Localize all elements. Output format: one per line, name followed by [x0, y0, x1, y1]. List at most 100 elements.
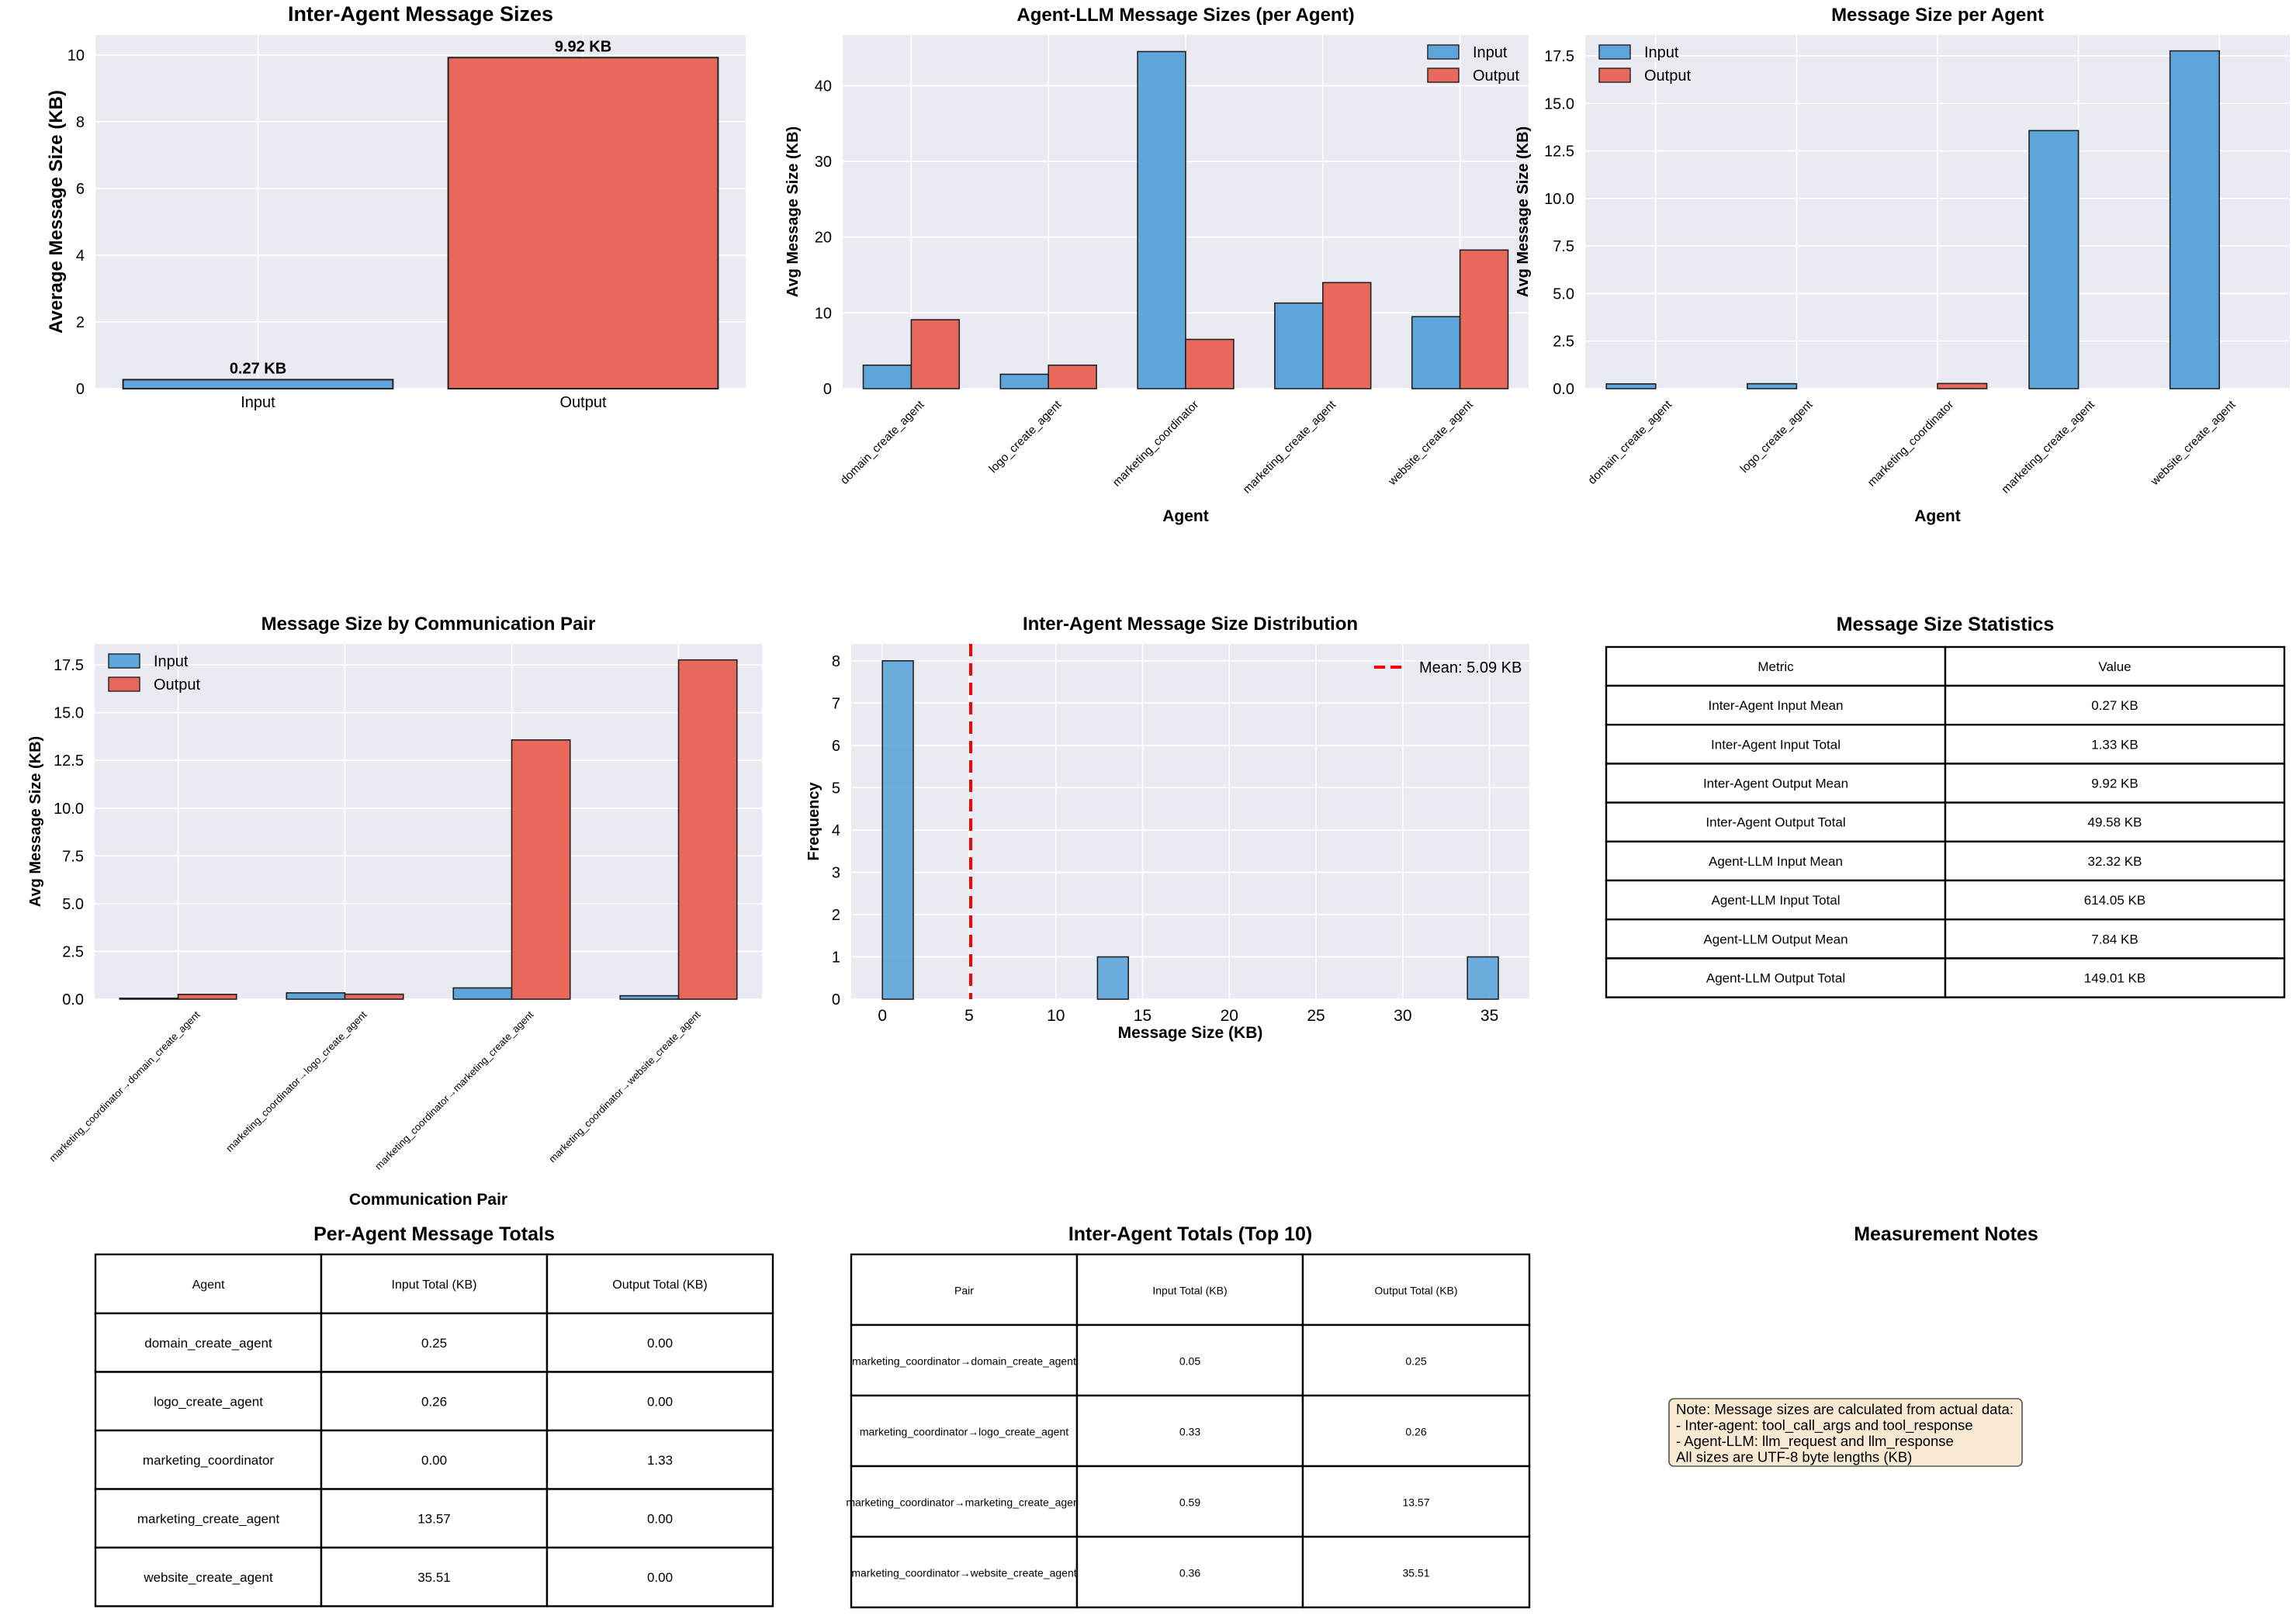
agent-totals-table: Per-Agent Message Totals Agent Input Total… [94, 1223, 774, 1607]
c5-ytick-label: 1 [832, 949, 840, 966]
c5-ytick-label: 0 [832, 991, 840, 1008]
c5-hist-bar [1467, 956, 1499, 1000]
stats-table-cell-text: Inter-Agent Input Total [1711, 737, 1841, 752]
agent-totals-table-cell [320, 1312, 549, 1373]
c4-ylabel: Avg Message Size (KB) [27, 736, 44, 907]
stats-table-cell [1944, 957, 2286, 998]
agent-totals-table-cell [320, 1488, 549, 1549]
c5-ytick-label: 6 [832, 738, 840, 755]
c3-legend-swatch-input [1598, 44, 1631, 60]
c5-hist-bar [1096, 956, 1129, 1000]
c4-ytick-label: 7.5 [62, 848, 84, 865]
notes-title: Measurement Notes [1854, 1223, 2038, 1245]
c1-ytick-label: 0 [76, 381, 85, 398]
c4-bar-input [452, 987, 513, 1000]
pair-totals-table-cell [1075, 1323, 1304, 1397]
c3-ytick-label: 17.5 [1544, 48, 1574, 65]
notes-box [1668, 1398, 2023, 1467]
agent-totals-table-cell-text: 0.00 [421, 1453, 447, 1468]
pair-totals-table-cell-text: 13.57 [1402, 1496, 1429, 1509]
c3-ytick-label: 2.5 [1553, 334, 1574, 351]
c1-ytick-label: 2 [76, 314, 85, 331]
c5-xtick-label: 35 [1480, 1007, 1498, 1025]
c4-xtick-label: marketing_coordinator→marketing_create_a… [372, 1008, 536, 1172]
c3-bar-input [2028, 130, 2080, 389]
notes-line: All sizes are UTF-8 byte lengths (KB) [1676, 1449, 1912, 1465]
c3-xtick-label: marketing_coordinator [1865, 398, 1957, 490]
c2-bar-input [1274, 302, 1324, 389]
c5-xtick-label: 5 [964, 1007, 974, 1025]
measurement-notes: Measurement Notes Note: Message sizes are… [1668, 1223, 2038, 1467]
stats-table-cell [1944, 918, 2286, 960]
agent-totals-table-cell-text: 0.26 [421, 1394, 447, 1409]
c3-bar-input [1605, 383, 1657, 389]
agent-totals-table-cell-text: domain_create_agent [144, 1336, 272, 1351]
c5-xtick-label: 20 [1221, 1007, 1238, 1025]
pair-totals-table-header-text: Output Total (KB) [1374, 1285, 1457, 1297]
c2-bar-output [910, 319, 961, 389]
stats-table-cell-text: Agent-LLM Output Total [1706, 971, 1845, 986]
chart-size-per-agent: 0.0 2.5 5.0 7.5 10.0 12.5 15.0 17.5 domain_creat… [1515, 5, 2290, 525]
pair-totals-table-cell-text: marketing_coordinator→domain_create_agen… [852, 1355, 1076, 1368]
c3-ytick-label: 7.5 [1553, 238, 1574, 255]
c2-legend-label: Output [1473, 67, 1519, 85]
c2-bar-input [1411, 316, 1461, 389]
c2-ytick-label: 0 [823, 381, 832, 398]
c1-ytick-label: 8 [76, 114, 85, 131]
stats-table-cell-text: 0.27 KB [2091, 698, 2138, 713]
agent-totals-table-cell-text: 35.51 [417, 1570, 451, 1585]
agent-totals-table-cell-text: 0.00 [647, 1336, 673, 1351]
pair-totals-table-cell [1301, 1465, 1531, 1538]
stats-table-cell-text: Agent-LLM Output Mean [1703, 932, 1848, 946]
c1-data-label: 9.92 KB [555, 38, 611, 55]
c4-bar-input [286, 992, 346, 1000]
c3-bar-input [1747, 382, 1798, 389]
stats-table-title: Message Size Statistics [1837, 614, 2055, 635]
c1-xtick-label: Output [559, 394, 606, 411]
c4-bar-output [344, 993, 404, 1000]
c2-bar-output [1185, 338, 1235, 389]
c2-ytick-label: 40 [815, 78, 832, 95]
stats-table-cell-text: Agent-LLM Input Mean [1709, 854, 1843, 869]
stats-table-cell-text: Inter-Agent Output Total [1706, 815, 1845, 830]
pair-totals-table-cell-text: 0.26 [1405, 1426, 1426, 1438]
pair-totals-table-header-text: Pair [954, 1285, 974, 1297]
notes-line: - Agent-LLM: llm_request and llm_respons… [1676, 1433, 1954, 1450]
c1-bar-input [122, 379, 394, 390]
agent-totals-table-cell [320, 1371, 549, 1432]
agent-totals-table-header-cell [94, 1253, 323, 1315]
c4-ytick-label: 0.0 [62, 991, 84, 1008]
agent-totals-table-cell-text: marketing_create_agent [137, 1511, 280, 1526]
c5-ytick-label: 4 [832, 822, 840, 839]
c1-data-label: 0.27 KB [230, 360, 286, 377]
agent-totals-table-header-text: Output Total (KB) [612, 1278, 707, 1292]
pair-totals-table-cell [1075, 1394, 1304, 1468]
c3-legend-swatch-output [1598, 67, 1631, 83]
stats-table-cell-text: 9.92 KB [2091, 777, 2138, 791]
c2-ytick-label: 20 [815, 230, 832, 247]
agent-totals-table-cell [545, 1546, 774, 1607]
c4-ytick-label: 12.5 [54, 752, 84, 770]
c3-ytick-label: 10.0 [1544, 191, 1574, 208]
pair-totals-table-cell-text: 0.33 [1179, 1426, 1200, 1438]
c4-ytick-label: 10.0 [54, 801, 84, 818]
stats-table-cell [1944, 801, 2286, 842]
agent-totals-table-cell-text: 0.00 [647, 1511, 673, 1526]
pair-totals-table-cell-text: marketing_coordinator→logo_create_agent [860, 1426, 1068, 1438]
c5-ylabel: Frequency [805, 782, 822, 861]
chart-size-by-pair: 0.0 2.5 5.0 7.5 10.0 12.5 15.0 17.5 marketing_co… [27, 614, 762, 1209]
pair-totals-table-title: Inter-Agent Totals (Top 10) [1068, 1223, 1312, 1245]
c4-title: Message Size by Communication Pair [261, 614, 596, 635]
c3-xtick-label: marketing_create_agent [1999, 398, 2097, 496]
stats-table-cell-text: 32.32 KB [2088, 854, 2142, 869]
c4-legend-swatch-output [108, 676, 140, 692]
pair-totals-table-cell [850, 1535, 1079, 1609]
c2-legend-swatch-output [1427, 67, 1460, 83]
c2-xlabel: Agent [1162, 507, 1209, 525]
c5-ytick-label: 3 [832, 864, 840, 881]
stats-table-cell-text: 7.84 KB [2091, 932, 2138, 946]
c5-title: Inter-Agent Message Size Distribution [1023, 614, 1358, 635]
c3-bar-output [1937, 382, 1988, 389]
c5-ytick-label: 2 [832, 907, 840, 924]
